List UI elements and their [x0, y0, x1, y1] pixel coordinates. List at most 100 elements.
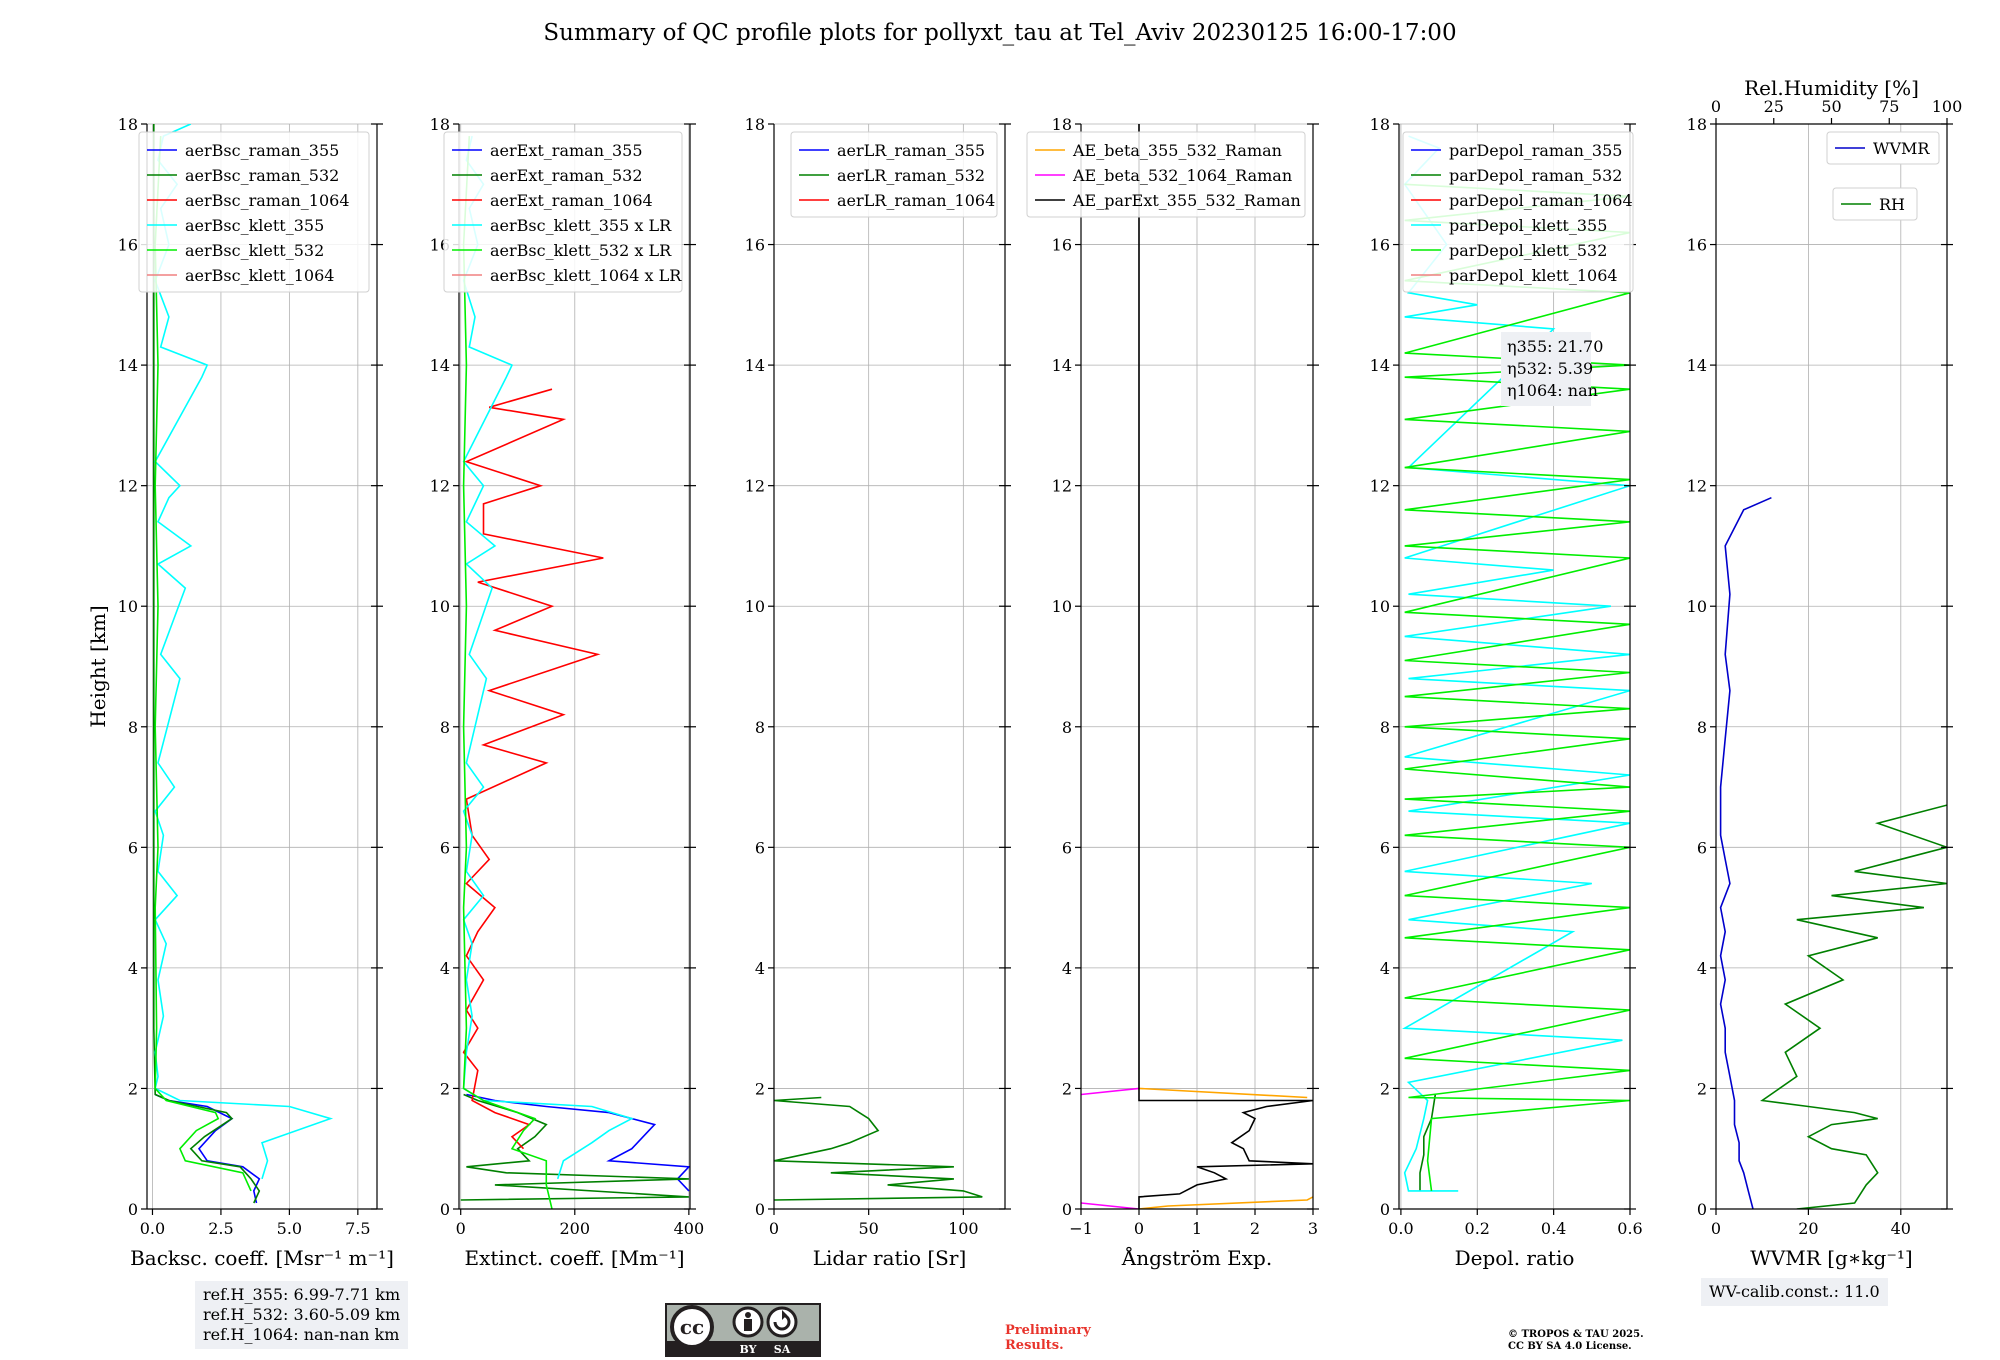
y-tick-label: 18 [1370, 115, 1390, 134]
y-tick-label: 2 [1697, 1079, 1707, 1098]
series-line-aerExt_raman_1064 [462, 388, 604, 1150]
series-line-aerBsc_klett_532 [154, 136, 252, 1192]
legend-label: aerLR_raman_1064 [837, 191, 995, 210]
x-tick-label: 2 [1250, 1219, 1260, 1238]
y-tick-label: 18 [118, 115, 138, 134]
legend-box [1402, 131, 1634, 293]
y-tick-label: 10 [430, 597, 450, 616]
y-tick-label: 18 [430, 115, 450, 134]
legend-label: AE_beta_355_532_Raman [1072, 141, 1282, 160]
x-tick-label: 400 [674, 1219, 705, 1238]
legend-label: aerBsc_raman_1064 [185, 191, 350, 210]
x-tick-label: 0.0 [1388, 1219, 1413, 1238]
y-tick-label: 18 [1687, 115, 1707, 134]
share-alike-icon [766, 1306, 798, 1338]
legend-label: aerBsc_klett_355 x LR [490, 216, 672, 235]
y-tick-label: 16 [118, 236, 138, 255]
x-axis-label: Backsc. coeff. [Msr⁻¹ m⁻¹] [130, 1246, 394, 1270]
x-tick-label: 7.5 [345, 1219, 370, 1238]
top-tick-label: 75 [1879, 97, 1899, 116]
person-head-icon [745, 1312, 751, 1318]
x-tick-label: 2.5 [208, 1219, 233, 1238]
ref-height-532: ref.H_532: 3.60-5.09 km [203, 1305, 401, 1324]
series-line-AE_beta_532_1064_Raman [1081, 1087, 1140, 1209]
y-tick-label: 4 [1697, 959, 1707, 978]
y-tick-label: 6 [1697, 838, 1707, 857]
legend-label: aerBsc_klett_355 [185, 216, 324, 235]
legend-label: aerBsc_klett_1064 [185, 266, 334, 285]
legend-box [138, 131, 370, 293]
legend-label: parDepol_raman_355 [1449, 141, 1622, 160]
y-axis-label: Height [km] [86, 605, 110, 727]
x-tick-label: 5.0 [277, 1219, 302, 1238]
cc-circle-icon [670, 1305, 714, 1349]
y-tick-label: 8 [1380, 718, 1390, 737]
y-tick-label: 14 [430, 356, 450, 375]
x-tick-label: 0.2 [1465, 1219, 1490, 1238]
y-tick-label: 16 [1370, 236, 1390, 255]
legend-label: aerExt_raman_355 [490, 141, 643, 160]
y-tick-label: 0 [440, 1200, 450, 1219]
series-line-parDepol_raman_532 [1419, 1094, 1437, 1191]
eta-annotation-line: η355: 21.70 [1507, 337, 1603, 356]
y-tick-label: 12 [430, 477, 450, 496]
x-axis-label: Lidar ratio [Sr] [813, 1246, 967, 1270]
y-tick-label: 12 [1687, 477, 1707, 496]
y-tick-label: 6 [755, 838, 765, 857]
y-tick-label: 4 [1062, 959, 1072, 978]
x-tick-label: 0.0 [140, 1219, 165, 1238]
panel-bsc: 0 2 4 6 8 10 12 14 16 18 0.0 2.5 5.0 7.5 Backsc. coeff… [86, 115, 394, 1270]
y-tick-label: 8 [1062, 718, 1072, 737]
preliminary-line2: Results. [1005, 1338, 1064, 1353]
x-tick-label: 1 [1192, 1219, 1202, 1238]
y-tick-label: 10 [1052, 597, 1072, 616]
top-tick-label: 0 [1711, 97, 1721, 116]
copyright-note: © TROPOS & TAU 2025. CC BY SA 4.0 Licens… [1508, 1329, 1644, 1353]
legend-box [1832, 187, 1918, 221]
series-line-aerBsc_klett_355 x LR [462, 135, 634, 1180]
x-tick-label: 50 [858, 1219, 878, 1238]
y-tick-label: 12 [1370, 477, 1390, 496]
series-line-aerBsc_raman_532 [153, 124, 261, 1204]
preliminary-results-note: Preliminary Results. [1005, 1323, 1091, 1353]
legend-label: WVMR [1873, 139, 1930, 158]
y-tick-label: 16 [1687, 236, 1707, 255]
y-tick-label: 0 [1062, 1200, 1072, 1219]
eta-annotation-line: η532: 5.39 [1507, 359, 1593, 378]
y-tick-label: 10 [745, 597, 765, 616]
x-axis-label: Depol. ratio [1455, 1246, 1575, 1270]
y-tick-label: 6 [440, 838, 450, 857]
series-line-WVMR [1719, 496, 1772, 1209]
y-tick-label: 0 [755, 1200, 765, 1219]
x-tick-label: 100 [948, 1219, 979, 1238]
x-tick-label: 0 [1134, 1219, 1144, 1238]
y-tick-label: 14 [118, 356, 138, 375]
y-tick-label: 12 [118, 477, 138, 496]
legend-label: AE_parExt_355_532_Raman [1072, 191, 1301, 210]
series-line-RH [1760, 804, 1947, 1209]
legend-label: parDepol_raman_1064 [1449, 191, 1633, 210]
y-tick-label: 8 [1697, 718, 1707, 737]
y-tick-label: 12 [745, 477, 765, 496]
y-tick-label: 2 [1380, 1079, 1390, 1098]
y-tick-label: 12 [1052, 477, 1072, 496]
legend-label: aerExt_raman_1064 [490, 191, 653, 210]
y-tick-label: 14 [1370, 356, 1390, 375]
series-line-AE_beta_355_532_Raman [1138, 1087, 1313, 1209]
legend-label: parDepol_klett_532 [1449, 241, 1607, 260]
cc-by-sa-license-logo[interactable]: cc BY SA [665, 1303, 821, 1357]
y-tick-label: 6 [1062, 838, 1072, 857]
panel-lr: 0 2 4 6 8 10 12 14 16 18 0 50 100 Lidar ratio [Sr] aer… [745, 115, 1011, 1270]
x-tick-label: 40 [1891, 1219, 1911, 1238]
panel-dep: 0 2 4 6 8 10 12 14 16 18 0.0 0.2 0.4 0.6 Depol. ratio p… [1370, 115, 1643, 1270]
eta-annotation-box [1501, 332, 1591, 406]
legend-box [1826, 131, 1940, 165]
x-tick-label: 0.6 [1617, 1219, 1642, 1238]
y-tick-label: 18 [745, 115, 765, 134]
legend-label: parDepol_klett_355 [1449, 216, 1607, 235]
y-tick-label: 10 [1370, 597, 1390, 616]
